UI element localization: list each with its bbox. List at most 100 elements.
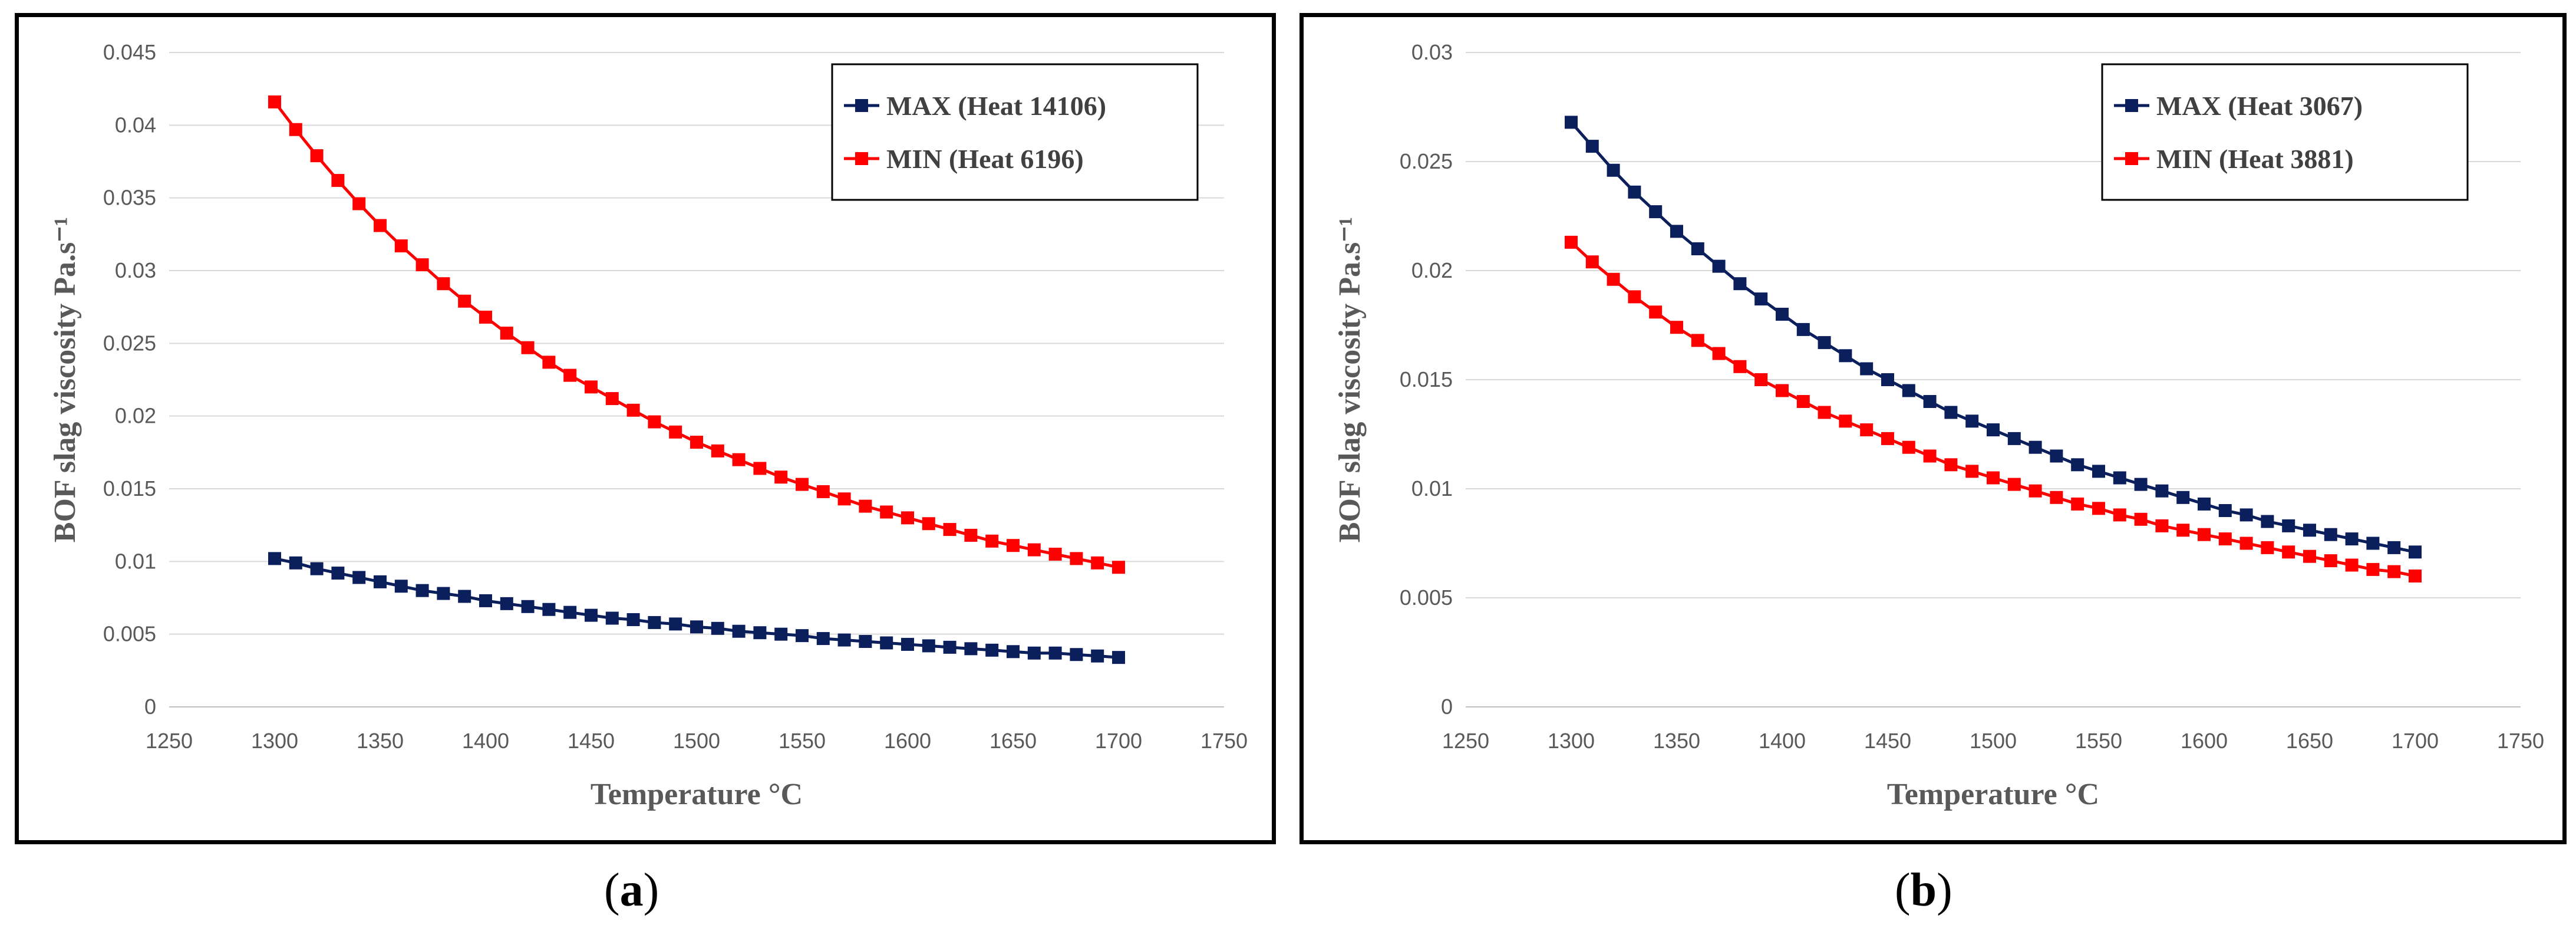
chart-b-data-point (2176, 524, 2190, 537)
chart-a-data-point (901, 637, 914, 651)
chart-b-data-point (2324, 554, 2337, 568)
chart-b-series-min (1565, 235, 2422, 582)
chart-b-data-point (1839, 414, 1852, 428)
chart-a-data-point (626, 613, 640, 626)
chart-b-data-point (1860, 362, 1874, 376)
chart-a-y-tick-label: 0.01 (115, 549, 156, 573)
chart-b-data-point (1628, 290, 1641, 304)
chart-b-x-tick-label: 1300 (1548, 729, 1595, 753)
chart-a-data-point (585, 608, 598, 622)
chart-a-data-point (374, 575, 387, 588)
chart-a-y-tick-label: 0.025 (103, 331, 156, 355)
chart-a-gridlines (169, 52, 1224, 707)
chart-b-data-point (1607, 163, 1620, 177)
chart-a-legend-label: MAX (Heat 14106) (886, 91, 1106, 121)
chart-b-data-point (1818, 406, 1831, 419)
chart-a-data-point (1070, 552, 1083, 565)
chart-b-data-point (1628, 185, 1641, 199)
chart-a-data-point (1027, 646, 1041, 660)
chart-a-data-point (268, 552, 281, 565)
chart-a-x-tick-label: 1350 (357, 729, 404, 753)
chart-a-data-point (1048, 646, 1062, 660)
chart-a-data-point (964, 642, 978, 656)
chart-a-x-tick-label: 1400 (462, 729, 509, 753)
chart-a-data-point (331, 567, 345, 580)
chart-b-data-point (1754, 292, 1768, 306)
chart-b-data-point (1691, 334, 1704, 347)
chart-b-series-max (1565, 116, 2422, 559)
chart-panel-a: 0 0.005 0.01 0.015 0.02 0.025 0.03 0.035 0.04 0.0… (15, 13, 1276, 844)
chart-b-legend-box (2101, 63, 2469, 201)
chart-a-data-point (816, 485, 830, 498)
chart-b-data-point (1733, 360, 1747, 373)
chart-b-y-tick-label: 0.015 (1400, 367, 1453, 391)
chart-b-x-axis-title: Temperature °C (1887, 778, 2099, 811)
chart-a-data-point (774, 470, 788, 484)
chart-a-data-point (268, 95, 281, 108)
chart-a-data-point (605, 611, 619, 625)
chart-a-x-axis-title: Temperature °C (591, 778, 803, 811)
chart-b-data-point (1987, 423, 2000, 437)
chart-a-data-point (774, 627, 788, 641)
chart-a-data-point (394, 580, 408, 593)
chart-a-data-point (437, 587, 450, 600)
chart-a-data-point (605, 392, 619, 406)
chart-b-data-point (1649, 305, 1663, 319)
chart-a-x-tick-label: 1600 (884, 729, 931, 753)
chart-b-gridlines (1466, 52, 2521, 707)
chart-a-legend: MAX (Heat 14106) MIN (Heat 6196) (831, 63, 1199, 201)
caption-b: (b) (1895, 864, 1952, 916)
chart-a-data-point (437, 277, 450, 291)
chart-b-data-point (1712, 347, 1726, 360)
chart-a-data-point (1091, 556, 1104, 570)
chart-b-data-point (2007, 478, 2021, 491)
chart-b-data-point (2282, 519, 2295, 532)
chart-a-y-tick-label: 0 (144, 695, 156, 719)
chart-a-data-point (1048, 548, 1062, 561)
chart-b-data-point (1923, 395, 1937, 408)
chart-b-data-point (2155, 519, 2169, 532)
chart-a-data-point (1070, 648, 1083, 661)
chart-a-data-point (711, 621, 724, 635)
chart-a-y-axis-title: BOF slag viscosity Pa.s⁻¹ (48, 217, 82, 542)
chart-b-data-point (1902, 384, 1915, 397)
chart-a-y-tick-label: 0.005 (103, 622, 156, 646)
chart-b-data-point (1881, 432, 1894, 445)
chart-a-x-tick-label: 1450 (568, 729, 615, 753)
chart-a-y-tick-label: 0.04 (115, 113, 156, 137)
chart-b-data-point (1585, 255, 1599, 269)
chart-a-data-point (500, 597, 513, 610)
chart-b-data-point (2071, 497, 2084, 511)
chart-a-data-point (310, 562, 324, 575)
chart-a-data-point (521, 600, 535, 613)
chart-b-data-point (2324, 528, 2337, 541)
chart-b-data-point (2050, 449, 2063, 463)
chart-a-data-point (310, 149, 324, 163)
chart-a-data-point (690, 436, 703, 449)
chart-b-legend-marker (2125, 152, 2138, 165)
chart-b-data-point (1881, 373, 1894, 386)
chart-b-legend-label: MIN (Heat 3881) (2156, 144, 2354, 174)
chart-a-data-point (289, 123, 302, 136)
chart-a-data-point (964, 528, 978, 542)
chart-a-data-point (289, 556, 302, 570)
chart-a-y-tick-label: 0.045 (103, 40, 156, 64)
chart-a-data-point (880, 636, 893, 650)
chart-a-data-point (374, 219, 387, 232)
chart-a-data-point (626, 403, 640, 417)
chart-b-x-tick-label: 1550 (2075, 729, 2122, 753)
chart-a-data-point (352, 197, 366, 210)
caption-a: (a) (604, 864, 659, 916)
chart-a-data-point (648, 616, 661, 629)
chart-a-data-point (943, 640, 956, 654)
chart-a-data-point (985, 643, 999, 657)
chart-a-data-point (521, 341, 535, 354)
chart-a-data-point (753, 462, 767, 475)
chart-a-data-point (901, 511, 914, 525)
chart-a-data-point (669, 617, 682, 631)
chart-a-data-point (985, 534, 999, 548)
chart-b-data-point (1944, 406, 1958, 419)
chart-a-series-min (268, 95, 1125, 574)
chart-a-data-point (352, 571, 366, 584)
chart-b-data-point (2198, 497, 2211, 511)
